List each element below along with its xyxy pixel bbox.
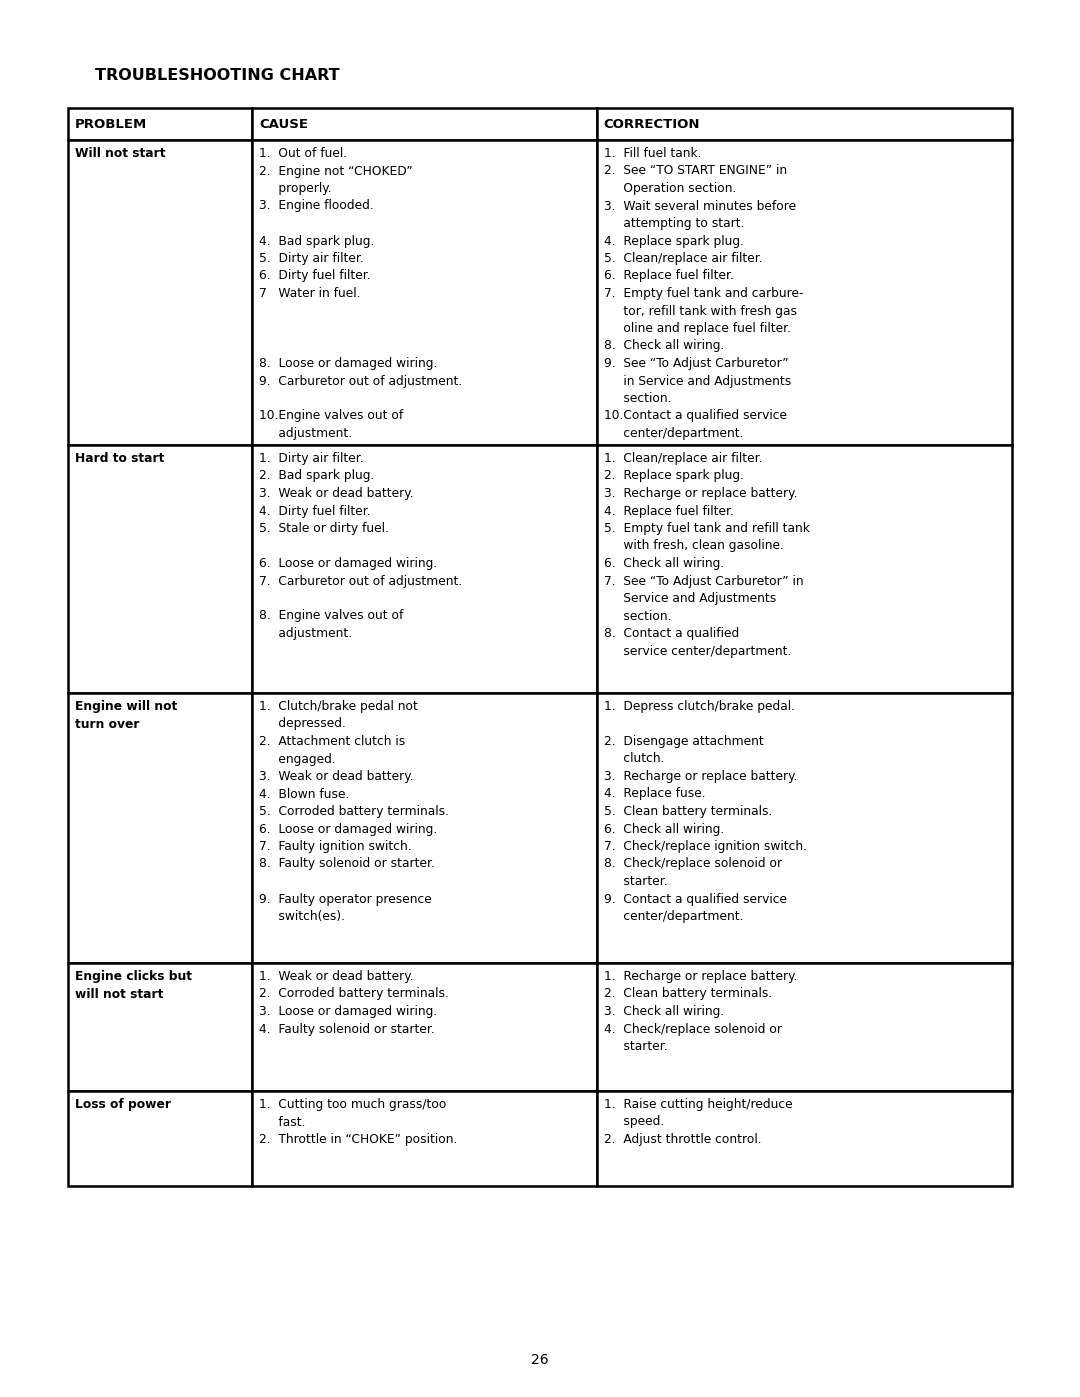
Bar — [252, 140, 596, 446]
Bar — [252, 693, 596, 963]
Bar — [596, 446, 1012, 693]
Bar — [596, 140, 1012, 446]
Bar — [252, 446, 596, 693]
Text: 1.  Cutting too much grass/too
     fast.
2.  Throttle in “CHOKE” position.: 1. Cutting too much grass/too fast. 2. T… — [259, 1098, 458, 1146]
Bar — [68, 446, 252, 693]
Bar — [68, 108, 252, 140]
Bar — [252, 108, 596, 140]
Text: CAUSE: CAUSE — [259, 117, 308, 130]
Bar — [596, 1091, 1012, 1186]
Text: Hard to start: Hard to start — [75, 453, 164, 465]
Bar — [596, 108, 1012, 140]
Bar — [68, 140, 252, 446]
Text: 1.  Clean/replace air filter.
2.  Replace spark plug.
3.  Recharge or replace ba: 1. Clean/replace air filter. 2. Replace … — [604, 453, 810, 658]
Bar — [252, 963, 596, 1091]
Text: 26: 26 — [531, 1354, 549, 1368]
Text: Engine will not
turn over: Engine will not turn over — [75, 700, 177, 731]
Text: 1.  Out of fuel.
2.  Engine not “CHOKED”
     properly.
3.  Engine flooded.

4. : 1. Out of fuel. 2. Engine not “CHOKED” p… — [259, 147, 462, 440]
Text: TROUBLESHOOTING CHART: TROUBLESHOOTING CHART — [95, 68, 339, 82]
Text: 1.  Fill fuel tank.
2.  See “TO START ENGINE” in
     Operation section.
3.  Wai: 1. Fill fuel tank. 2. See “TO START ENGI… — [604, 147, 804, 440]
Text: Loss of power: Loss of power — [75, 1098, 171, 1111]
Text: 1.  Weak or dead battery.
2.  Corroded battery terminals.
3.  Loose or damaged w: 1. Weak or dead battery. 2. Corroded bat… — [259, 970, 449, 1035]
Text: CORRECTION: CORRECTION — [604, 117, 700, 130]
Text: Engine clicks but
will not start: Engine clicks but will not start — [75, 970, 192, 1000]
Text: 1.  Depress clutch/brake pedal.

2.  Disengage attachment
     clutch.
3.  Recha: 1. Depress clutch/brake pedal. 2. Diseng… — [604, 700, 807, 923]
Text: Will not start: Will not start — [75, 147, 165, 161]
Bar — [68, 1091, 252, 1186]
Bar — [68, 693, 252, 963]
Text: 1.  Dirty air filter.
2.  Bad spark plug.
3.  Weak or dead battery.
4.  Dirty fu: 1. Dirty air filter. 2. Bad spark plug. … — [259, 453, 462, 640]
Text: PROBLEM: PROBLEM — [75, 117, 147, 130]
Bar — [252, 1091, 596, 1186]
Bar — [596, 693, 1012, 963]
Bar — [596, 963, 1012, 1091]
Bar — [68, 963, 252, 1091]
Text: 1.  Raise cutting height/reduce
     speed.
2.  Adjust throttle control.: 1. Raise cutting height/reduce speed. 2.… — [604, 1098, 793, 1146]
Text: 1.  Recharge or replace battery.
2.  Clean battery terminals.
3.  Check all wiri: 1. Recharge or replace battery. 2. Clean… — [604, 970, 797, 1053]
Text: 1.  Clutch/brake pedal not
     depressed.
2.  Attachment clutch is
     engaged: 1. Clutch/brake pedal not depressed. 2. … — [259, 700, 449, 923]
